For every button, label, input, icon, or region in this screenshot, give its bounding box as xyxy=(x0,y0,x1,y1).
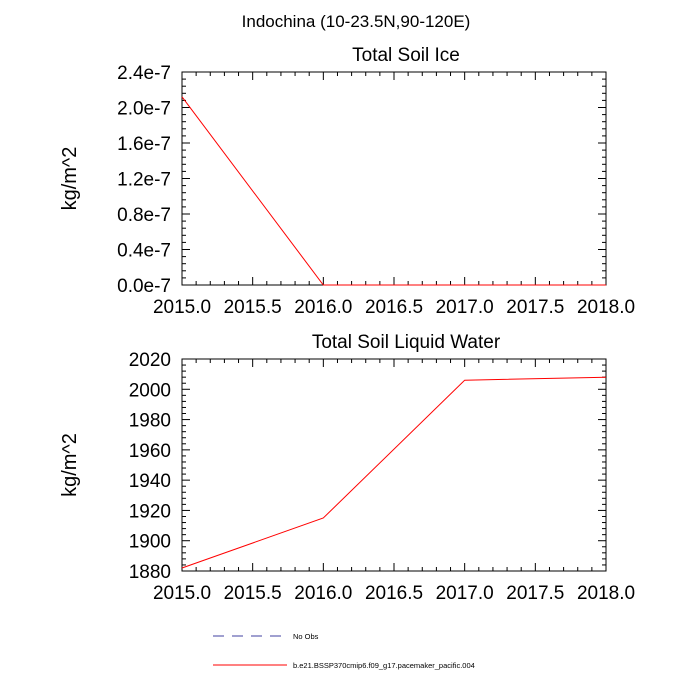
y-tick-label: 2000 xyxy=(129,380,171,401)
x-tick-label: 2015.0 xyxy=(153,583,211,604)
x-tick-label: 2017.0 xyxy=(436,583,494,604)
x-tick-label: 2015.5 xyxy=(224,297,282,318)
y-tick-label: 0.4e-7 xyxy=(117,241,171,262)
y-tick-label: 1.6e-7 xyxy=(117,134,171,155)
legend-entry-2: b.e21.BSSP370cmip6.f09_g17.pacemaker_pac… xyxy=(213,661,475,670)
chart-panel-1: Total Soil Ice kg/m^2 2015.0 2015.5 2016.0 20… xyxy=(59,45,635,318)
y-tick-label: 1900 xyxy=(129,532,171,553)
y-tick-label: 2.4e-7 xyxy=(117,63,171,84)
x-tick-label: 2016.0 xyxy=(294,583,352,604)
x-tick-label: 2017.5 xyxy=(506,583,564,604)
x-tick-label: 2016.0 xyxy=(294,297,352,318)
chart-title: Total Soil Liquid Water xyxy=(312,332,501,353)
chart-title: Total Soil Ice xyxy=(352,45,460,66)
y-tick-label: 1980 xyxy=(129,411,171,432)
chart-panel-2: Total Soil Liquid Water kg/m^2 2015.0 2015.… xyxy=(59,332,635,604)
x-tick-label: 2017.0 xyxy=(436,297,494,318)
x-tick-label: 2018.0 xyxy=(577,297,635,318)
x-tick-label: 2017.5 xyxy=(506,297,564,318)
y-axis-label: kg/m^2 xyxy=(59,433,81,497)
y-tick-label: 0.8e-7 xyxy=(117,205,171,226)
x-tick-label: 2015.0 xyxy=(153,297,211,318)
series-line xyxy=(181,376,607,569)
y-tick-label: 2020 xyxy=(129,350,171,371)
x-tick-label: 2016.5 xyxy=(365,583,423,604)
x-tick-label: 2016.5 xyxy=(365,297,423,318)
y-axis-label: kg/m^2 xyxy=(59,147,81,211)
y-tick-label: 1940 xyxy=(129,471,171,492)
legend-label: No Obs xyxy=(293,632,319,641)
legend-label: b.e21.BSSP370cmip6.f09_g17.pacemaker_pac… xyxy=(293,661,475,670)
y-tick-label: 2.0e-7 xyxy=(117,99,171,120)
x-tick-label: 2018.0 xyxy=(577,583,635,604)
series-line xyxy=(181,96,606,286)
y-tick-label: 0.0e-7 xyxy=(117,276,171,297)
figure-title: Indochina (10-23.5N,90-120E) xyxy=(242,12,471,31)
y-tick-label: 1.2e-7 xyxy=(117,170,171,191)
y-tick-label: 1880 xyxy=(129,562,171,583)
plot-frame xyxy=(181,71,607,286)
legend-entry-1: No Obs xyxy=(213,632,319,641)
y-tick-label: 1920 xyxy=(129,501,171,522)
plot-frame xyxy=(181,358,607,572)
x-tick-label: 2015.5 xyxy=(224,583,282,604)
legend: No Obs b.e21.BSSP370cmip6.f09_g17.pacemak… xyxy=(213,632,475,670)
plots-group: Total Soil Ice kg/m^2 2015.0 2015.5 2016.0 20… xyxy=(59,45,635,604)
y-tick-label: 1960 xyxy=(129,441,171,462)
